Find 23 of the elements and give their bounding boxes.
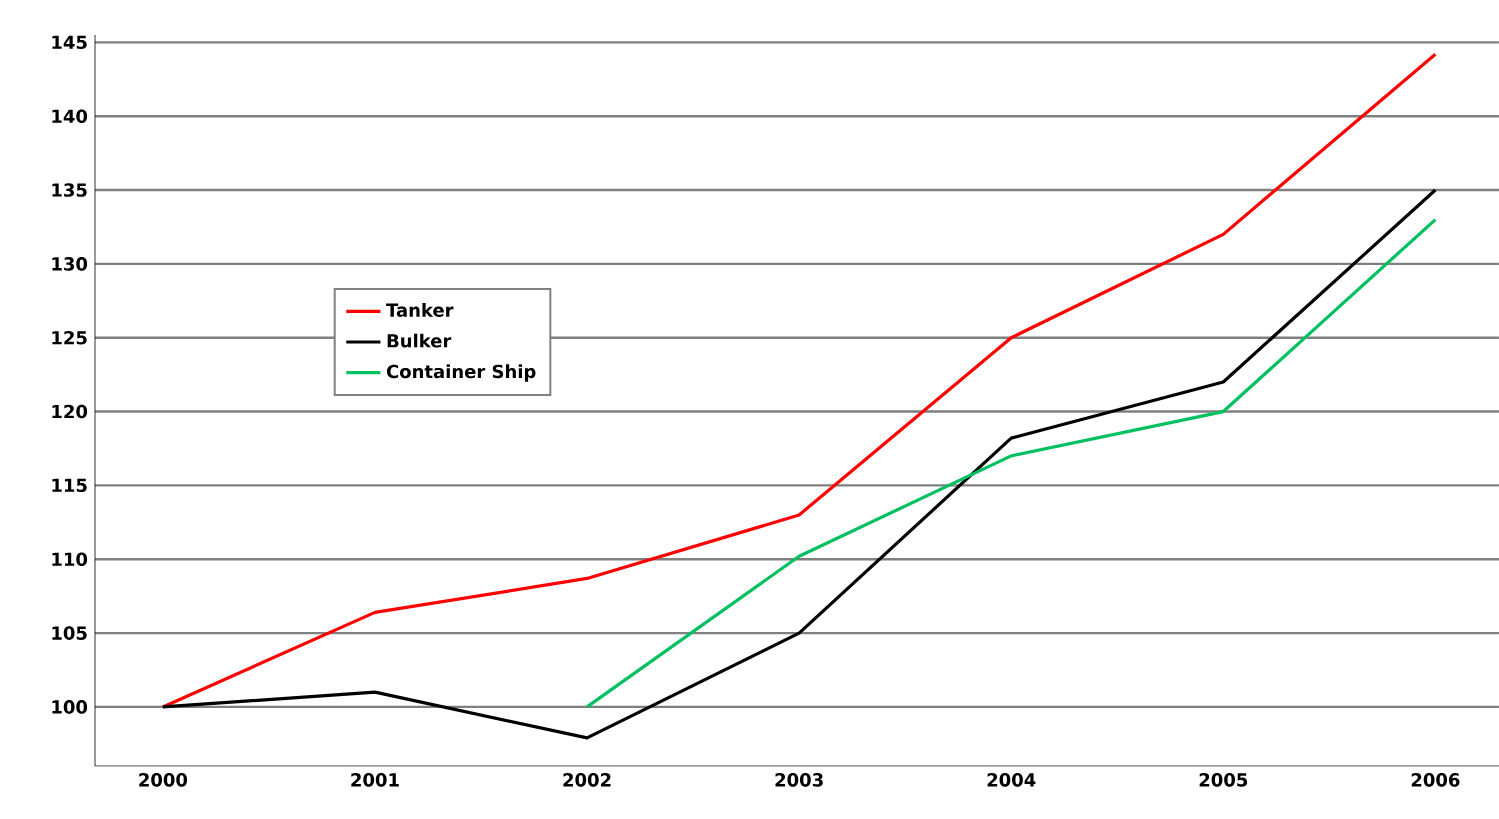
x-tick-label: 2000 xyxy=(139,773,188,787)
y-tick-label: 145 xyxy=(52,35,87,50)
y-tick-label: 120 xyxy=(52,404,88,419)
x-tick-label: 2005 xyxy=(1199,773,1248,787)
x-tick-label: 2003 xyxy=(775,773,823,787)
y-tick-label: 115 xyxy=(52,478,87,493)
x-tick-label: 2004 xyxy=(987,773,1036,787)
y-tick-label: 125 xyxy=(52,330,87,345)
legend-label: Tanker xyxy=(386,302,454,317)
x-tick-label: 2002 xyxy=(563,773,611,787)
line-series xyxy=(161,52,1437,709)
y-tick-label: 110 xyxy=(52,552,88,567)
y-tick-label: 130 xyxy=(52,257,88,271)
legend-label: Bulker xyxy=(387,333,452,348)
y-tick-label: 105 xyxy=(52,626,87,640)
line-series xyxy=(161,188,1437,740)
x-tick-label: 2001 xyxy=(351,773,399,787)
legend-label: Container Ship xyxy=(386,364,536,382)
y-tick-label: 100 xyxy=(52,700,88,714)
x-tick-label: 2006 xyxy=(1411,773,1460,787)
y-tick-label: 140 xyxy=(52,109,88,124)
y-tick-label: 135 xyxy=(52,183,87,197)
line-series xyxy=(585,217,1437,709)
